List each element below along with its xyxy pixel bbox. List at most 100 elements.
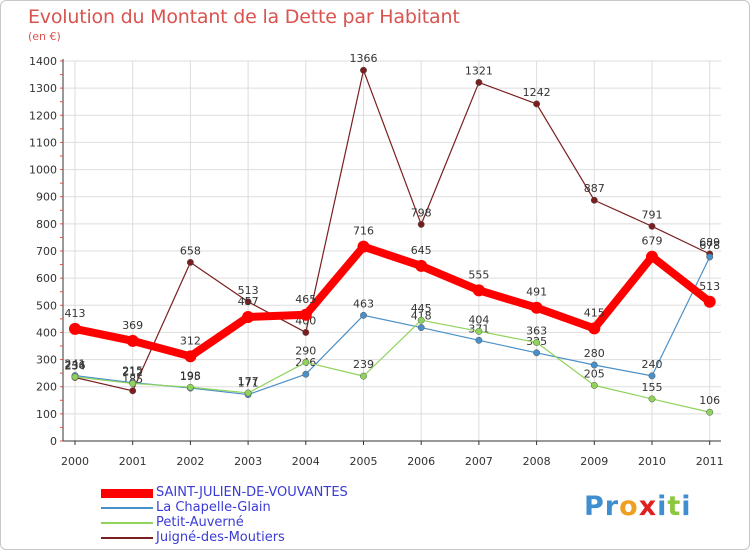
data-point (590, 381, 598, 389)
data-label: 195 (180, 370, 201, 383)
y-tick-label: 1300 (29, 82, 57, 95)
y-tick-label: 200 (36, 381, 57, 394)
data-point (184, 350, 197, 363)
data-point (71, 373, 79, 381)
x-tick-label: 2009 (580, 455, 608, 468)
y-tick-label: 0 (50, 435, 57, 448)
y-tick-label: 1000 (29, 164, 57, 177)
legend-swatch (101, 522, 153, 524)
y-tick-label: 700 (36, 245, 57, 258)
series-2: 236 212 198 177 290 239 445 404 363 205 155 106 (65, 302, 720, 416)
proxiti-logo: Proxiti (584, 491, 692, 522)
data-point (186, 383, 194, 391)
data-point (533, 339, 541, 346)
x-tick-label: 2002 (176, 455, 204, 468)
data-label: 415 (584, 306, 605, 319)
data-label: 1366 (350, 52, 378, 65)
x-tick-label: 2007 (465, 455, 493, 468)
data-label: 205 (584, 367, 605, 380)
x-tick-label: 2003 (234, 455, 262, 468)
data-label: 418 (411, 310, 432, 323)
data-point (590, 196, 598, 204)
data-label: 155 (642, 381, 663, 394)
data-point (646, 250, 658, 263)
data-label: 413 (65, 307, 86, 320)
data-label: 645 (411, 244, 432, 257)
data-label: 457 (238, 295, 259, 308)
series-line (74, 319, 711, 413)
data-label: 363 (526, 324, 547, 337)
legend-swatch (101, 488, 153, 498)
data-point (360, 372, 367, 380)
data-point (242, 310, 255, 323)
data-point (126, 334, 139, 347)
data-label: 716 (353, 225, 374, 238)
y-tick-label: 100 (36, 408, 57, 421)
legend-swatch (101, 507, 153, 509)
data-label: 198 (180, 369, 201, 382)
y-tick-label: 300 (36, 354, 57, 367)
data-point (472, 284, 485, 297)
x-tick-label: 2008 (523, 455, 551, 468)
data-label: 106 (699, 394, 720, 407)
data-label: 1242 (523, 86, 551, 99)
data-point (302, 328, 310, 336)
data-label: 177 (238, 375, 259, 388)
data-label: 280 (584, 347, 605, 360)
data-label: 689 (699, 236, 720, 249)
data-point (302, 358, 310, 366)
data-point (648, 372, 656, 380)
data-point (530, 301, 543, 314)
data-point (302, 370, 310, 378)
legend-label: La Chapelle-Glain (156, 500, 271, 515)
x-tick-label: 2004 (292, 455, 320, 468)
series-line (74, 256, 711, 396)
data-point (186, 258, 194, 266)
series-1: 241215195171246463418371325280240678 (65, 239, 720, 399)
data-label: 465 (295, 293, 316, 306)
y-tick-label: 1200 (29, 109, 57, 122)
legend-label: Petit-Auverné (156, 515, 244, 530)
y-tick-label: 400 (36, 326, 57, 339)
data-label: 658 (180, 244, 201, 257)
data-label: 679 (642, 235, 663, 248)
data-point (417, 220, 425, 228)
data-point (417, 316, 425, 324)
data-point (475, 78, 483, 86)
data-point (360, 311, 367, 319)
x-tick-label: 2000 (61, 455, 89, 468)
series-line (74, 69, 711, 392)
data-label: 215 (122, 365, 143, 378)
data-point (299, 308, 312, 321)
data-label: 290 (295, 344, 316, 357)
data-label: 236 (65, 359, 86, 372)
x-tick-label: 2006 (407, 455, 435, 468)
x-tick-label: 2010 (638, 455, 666, 468)
data-label: 1321 (465, 64, 493, 77)
data-label: 404 (468, 313, 489, 326)
x-tick-label: 2001 (119, 455, 147, 468)
data-label: 241 (65, 358, 86, 371)
x-tick-label: 2005 (350, 455, 378, 468)
data-point (69, 322, 81, 335)
series-0: 413 369 312 457 465 716 645 555 491 415 679 513 (65, 225, 720, 363)
data-label: 791 (642, 208, 663, 221)
data-label: 212 (122, 365, 143, 378)
y-tick-label: 1100 (29, 136, 57, 149)
chart-title: Evolution du Montant de la Dette par Hab… (28, 6, 460, 28)
data-label: 491 (526, 286, 547, 299)
data-point (706, 408, 714, 416)
series-line (71, 242, 714, 361)
data-point (533, 100, 541, 108)
data-label: 312 (180, 334, 201, 347)
data-point (129, 387, 137, 395)
y-tick-label: 900 (36, 191, 57, 204)
grid (63, 60, 721, 441)
data-label: 171 (238, 377, 259, 390)
data-label: 513 (238, 284, 259, 297)
data-label: 369 (122, 319, 143, 332)
data-point (244, 389, 252, 397)
data-point (648, 222, 656, 230)
data-point (533, 349, 541, 357)
data-point (590, 361, 598, 369)
